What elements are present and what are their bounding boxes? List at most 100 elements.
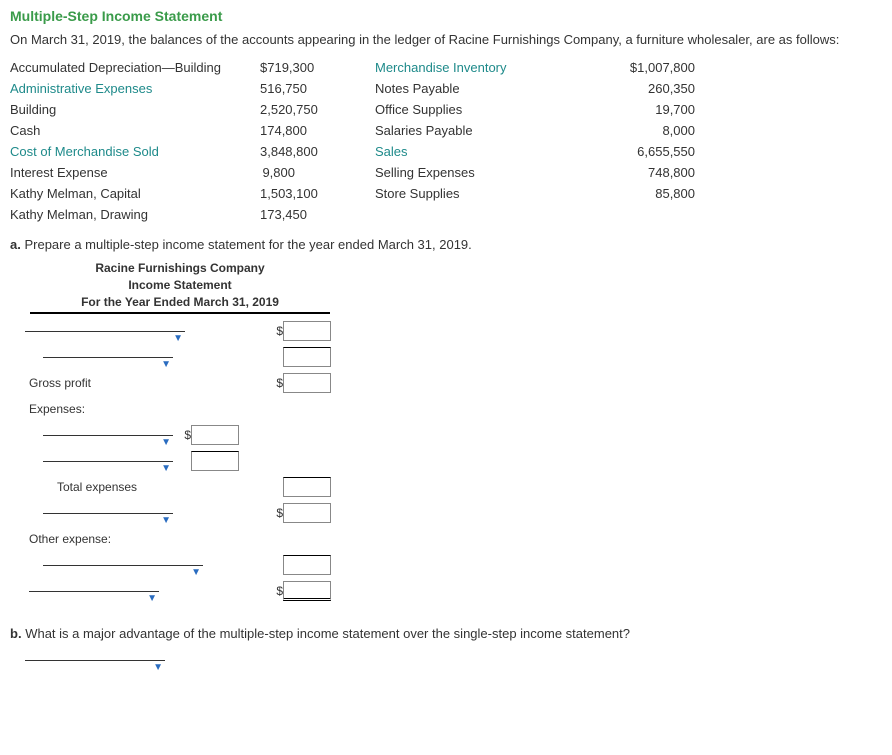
statement-name: Income Statement xyxy=(30,277,330,294)
total-expenses-input[interactable] xyxy=(283,477,331,497)
ledger-row: Administrative Expenses516,750Notes Paya… xyxy=(10,78,882,99)
ledger-label: Cash xyxy=(10,123,260,138)
question-a-text: Prepare a multiple-step income statement… xyxy=(24,237,471,252)
expense1-dropdown[interactable]: ▼ xyxy=(43,435,173,436)
dollar-sign: $ xyxy=(271,506,283,520)
ledger-label: Store Supplies xyxy=(355,186,595,201)
chevron-down-icon: ▼ xyxy=(161,437,171,448)
ledger-label: Kathy Melman, Drawing xyxy=(10,207,260,222)
ledger-label: Accumulated Depreciation—Building xyxy=(10,60,260,75)
row-total-expenses: Total expenses xyxy=(25,474,882,500)
net-income-input[interactable] xyxy=(283,581,331,601)
op-income-dropdown[interactable]: ▼ xyxy=(43,513,173,514)
ledger-label: Interest Expense xyxy=(10,165,260,180)
question-a-letter: a. xyxy=(10,237,21,252)
ledger-label: Office Supplies xyxy=(355,102,595,117)
ledger-label: Building xyxy=(10,102,260,117)
ledger-label[interactable]: Sales xyxy=(355,144,595,159)
ledger-value: 174,800 xyxy=(260,123,355,138)
ledger-value: 6,655,550 xyxy=(595,144,695,159)
ledger-row: Cash174,800Salaries Payable8,000 xyxy=(10,120,882,141)
row-operating-income: ▼ $ xyxy=(25,500,882,526)
total-expenses-label: Total expenses xyxy=(25,480,283,494)
income-statement-form: ▼ $ ▼ Gross profit $ Expenses: ▼ $ ▼ Tot… xyxy=(25,318,882,604)
expense1-input[interactable] xyxy=(191,425,239,445)
row-net-income: ▼ $ xyxy=(25,578,882,604)
chevron-down-icon: ▼ xyxy=(161,463,171,474)
ledger-value: 173,450 xyxy=(260,207,355,222)
statement-company: Racine Furnishings Company xyxy=(30,260,330,277)
question-b-letter: b. xyxy=(10,626,22,641)
ledger-value: $719,300 xyxy=(260,60,355,75)
gross-profit-input[interactable] xyxy=(283,373,331,393)
statement-header: Racine Furnishings Company Income Statem… xyxy=(30,260,330,314)
ledger-label: Salaries Payable xyxy=(355,123,595,138)
expense2-dropdown[interactable]: ▼ xyxy=(43,461,173,462)
ledger-value: 1,503,100 xyxy=(260,186,355,201)
ledger-label: Selling Expenses xyxy=(355,165,595,180)
ledger-row: Interest Expense9,800Selling Expenses748… xyxy=(10,162,882,183)
chevron-down-icon: ▼ xyxy=(161,515,171,526)
ledger-value: 748,800 xyxy=(595,165,695,180)
net-income-dropdown[interactable]: ▼ xyxy=(29,591,159,592)
ledger-label[interactable]: Administrative Expenses xyxy=(10,81,260,96)
ledger-row: Kathy Melman, Drawing173,450 xyxy=(10,204,882,225)
row-sales: ▼ $ xyxy=(25,318,882,344)
ledger-row: Accumulated Depreciation—Building$719,30… xyxy=(10,57,882,78)
sales-input[interactable] xyxy=(283,321,331,341)
chevron-down-icon: ▼ xyxy=(191,567,201,578)
row-other-expense-header: Other expense: xyxy=(25,526,882,552)
ledger-value xyxy=(595,207,695,222)
dollar-sign: $ xyxy=(271,584,283,598)
ledger-value: 9,800 xyxy=(260,165,355,180)
ledger-row: Cost of Merchandise Sold3,848,800Sales6,… xyxy=(10,141,882,162)
row-expenses-header: Expenses: xyxy=(25,396,882,422)
cogs-input[interactable] xyxy=(283,347,331,367)
gross-profit-label: Gross profit xyxy=(25,376,271,390)
ledger-label xyxy=(355,207,595,222)
chevron-down-icon: ▼ xyxy=(161,359,171,370)
row-other-expense-1: ▼ xyxy=(25,552,882,578)
ledger-row: Kathy Melman, Capital1,503,100Store Supp… xyxy=(10,183,882,204)
expenses-label: Expenses: xyxy=(25,402,85,416)
question-b-text: What is a major advantage of the multipl… xyxy=(25,626,630,641)
ledger-value: 85,800 xyxy=(595,186,695,201)
page-title: Multiple-Step Income Statement xyxy=(10,8,882,24)
ledger-table: Accumulated Depreciation—Building$719,30… xyxy=(10,57,882,225)
op-income-input[interactable] xyxy=(283,503,331,523)
ledger-label: Notes Payable xyxy=(355,81,595,96)
row-expense-2: ▼ xyxy=(25,448,882,474)
intro-text: On March 31, 2019, the balances of the a… xyxy=(10,32,882,47)
ledger-label[interactable]: Cost of Merchandise Sold xyxy=(10,144,260,159)
question-a: a. Prepare a multiple-step income statem… xyxy=(10,237,882,252)
question-b: b. What is a major advantage of the mult… xyxy=(10,626,882,641)
ledger-value: 8,000 xyxy=(595,123,695,138)
ledger-row: Building2,520,750Office Supplies19,700 xyxy=(10,99,882,120)
row-expense-1: ▼ $ xyxy=(25,422,882,448)
sales-dropdown[interactable]: ▼ xyxy=(25,331,185,332)
qb-dropdown[interactable]: ▼ xyxy=(25,660,165,661)
other-exp-input[interactable] xyxy=(283,555,331,575)
row-gross-profit: Gross profit $ xyxy=(25,370,882,396)
other-expense-label: Other expense: xyxy=(25,532,111,546)
expense2-input[interactable] xyxy=(191,451,239,471)
ledger-label[interactable]: Merchandise Inventory xyxy=(355,60,595,75)
ledger-value: 516,750 xyxy=(260,81,355,96)
chevron-down-icon: ▼ xyxy=(153,662,163,673)
other-exp-dropdown[interactable]: ▼ xyxy=(43,565,203,566)
ledger-value: 19,700 xyxy=(595,102,695,117)
dollar-sign: $ xyxy=(271,324,283,338)
ledger-value: 2,520,750 xyxy=(260,102,355,117)
chevron-down-icon: ▼ xyxy=(147,593,157,604)
row-cogs: ▼ xyxy=(25,344,882,370)
dollar-sign: $ xyxy=(179,428,191,442)
question-b-answer: ▼ xyxy=(25,647,882,673)
ledger-value: $1,007,800 xyxy=(595,60,695,75)
ledger-value: 3,848,800 xyxy=(260,144,355,159)
dollar-sign: $ xyxy=(271,376,283,390)
chevron-down-icon: ▼ xyxy=(173,333,183,344)
statement-period: For the Year Ended March 31, 2019 xyxy=(30,294,330,311)
cogs-dropdown[interactable]: ▼ xyxy=(43,357,173,358)
ledger-value: 260,350 xyxy=(595,81,695,96)
ledger-label: Kathy Melman, Capital xyxy=(10,186,260,201)
